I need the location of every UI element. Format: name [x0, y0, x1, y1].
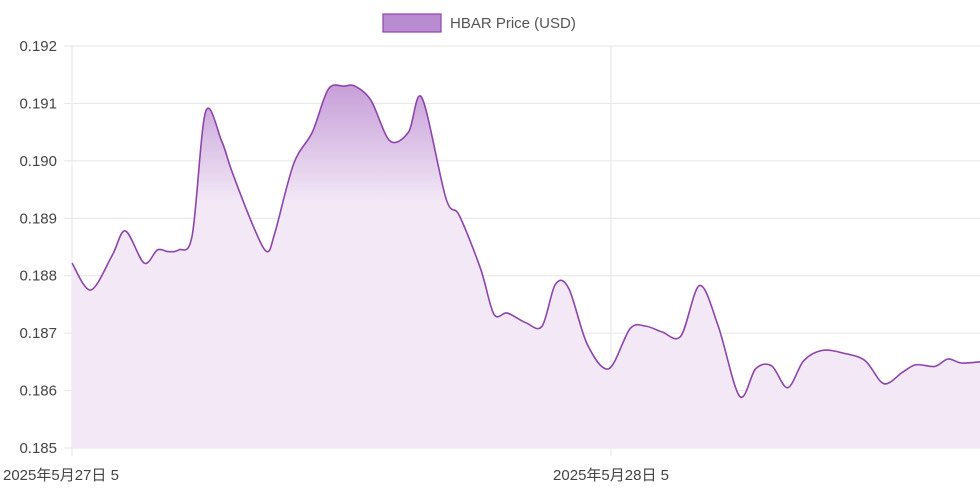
y-tick-label: 0.187 [19, 325, 57, 342]
y-tick-label: 0.186 [19, 383, 57, 400]
price-line [71, 84, 980, 399]
legend-swatch [382, 13, 442, 33]
y-tick-label: 0.192 [19, 38, 57, 55]
price-area [72, 84, 980, 449]
y-tick-label: 0.185 [19, 440, 57, 457]
x-axis: 2025年5月27日 5 2025年5月28日 5 [3, 467, 669, 484]
y-tick-label: 0.191 [19, 95, 57, 112]
y-axis: 0.192 0.191 0.190 0.189 0.188 0.187 0.186 0.185 [19, 38, 57, 457]
legend[interactable]: HBAR Price (USD) [382, 13, 576, 33]
legend-label: HBAR Price (USD) [450, 15, 576, 32]
y-tick-label: 0.189 [19, 210, 57, 227]
x-tick-label: 2025年5月27日 5 [3, 467, 119, 484]
y-tick-label: 0.190 [19, 153, 57, 170]
y-tick-label: 0.188 [19, 268, 57, 285]
x-tick-label: 2025年5月28日 5 [553, 467, 669, 484]
